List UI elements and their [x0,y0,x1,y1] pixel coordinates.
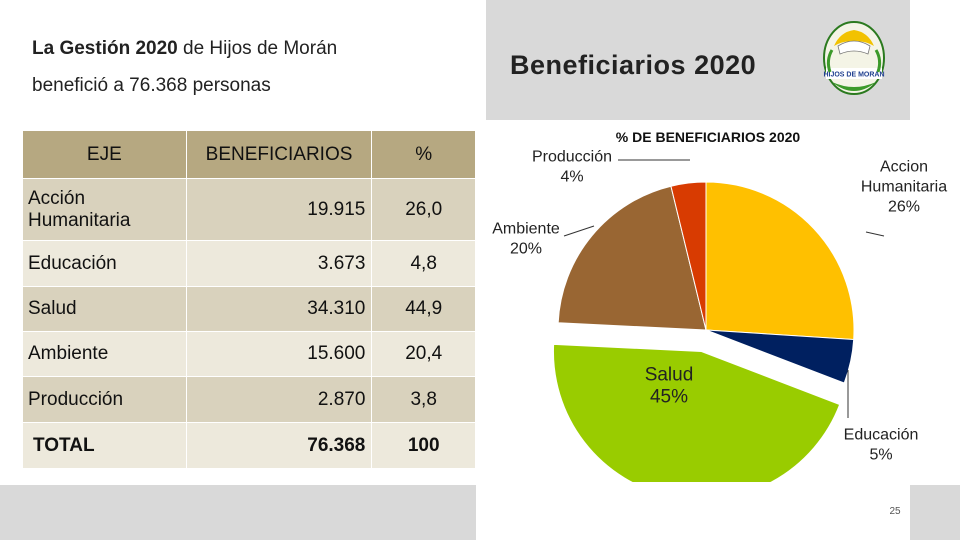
beneficiarios-table: EJE BENEFICIARIOS % Acción Humanitaria 1… [22,130,476,469]
cell-pct: 26,0 [371,178,476,241]
intro-text: La Gestión 2020 de Hijos de Morán benefi… [32,30,452,104]
table-row: Educación 3.673 4,8 [22,240,476,287]
intro-line-2: benefició a 76.368 personas [32,75,271,96]
intro-rest: de Hijos de Morán [183,38,338,59]
slice-name-label: Salud [645,365,694,386]
table-total-row: TOTAL 76.368 100 [22,422,476,469]
leader-line [563,225,595,237]
cell-pct: 44,9 [371,286,476,332]
pie-slice-accion-humanitaria [705,181,855,341]
header-beneficiarios: BENEFICIARIOS [185,130,373,179]
cell-pct: 20,4 [371,331,476,377]
cell-eje: Acción Humanitaria [22,178,187,241]
header-eje: EJE [22,130,187,179]
cell-beneficiarios: 3.673 [185,240,373,287]
leader-line [865,231,885,237]
slice-name-label: Humanitaria [861,179,947,196]
table-row: Salud 34.310 44,9 [22,286,476,332]
header-banner: Beneficiarios 2020 HIJOS DE MORAN [486,0,910,120]
cell-eje: Producción [22,376,187,423]
table-row: Ambiente 15.600 20,4 [22,331,476,377]
pie-slice-producci-n [670,181,707,331]
cell-beneficiarios: 2.870 [185,376,373,423]
pie-slice-salud [552,343,841,482]
table-header-row: EJE BENEFICIARIOS % [22,130,476,179]
table-row: Producción 2.870 3,8 [22,376,476,423]
chart-title: % DE BENEFICIARIOS 2020 [616,129,801,145]
hijos-de-moran-logo: HIJOS DE MORAN [823,21,885,95]
slice-pct-label: 20% [510,241,542,258]
page-number: 25 [889,506,901,517]
cell-beneficiarios: 34.310 [185,286,373,332]
cell-beneficiarios: 19.915 [185,178,373,241]
slice-pct-label: 5% [869,447,892,464]
slice-name-label: Producción [532,149,612,166]
slice-pct-label: 4% [560,169,583,186]
intro-line-1: La Gestión 2020 de Hijos de Morán [32,30,452,67]
header-title: Beneficiarios 2020 [510,50,757,80]
intro-bold: La Gestión 2020 [32,38,178,59]
cell-eje: Educación [22,240,187,287]
slice-name-label: Accion [880,159,928,176]
cell-pct: 3,8 [371,376,476,423]
table-row: Acción Humanitaria 19.915 26,0 [22,178,476,241]
cell-total-eje: TOTAL [22,422,187,469]
pie-slice-educaci-n [705,329,855,384]
slice-name-label: Ambiente [492,221,560,238]
cell-pct: 4,8 [371,240,476,287]
slice-pct-label: 26% [888,199,920,216]
slice-name-label: Educación [844,427,919,444]
pie-chart: % DE BENEFICIARIOS 2020 Accion Humanitaria… [492,129,947,482]
logo-text: HIJOS DE MORAN [823,72,884,79]
header-pct: % [371,130,476,179]
cell-eje: Ambiente [22,331,187,377]
cell-beneficiarios: 15.600 [185,331,373,377]
cell-total-beneficiarios: 76.368 [185,422,373,469]
slice-pct-label: 45% [650,387,688,408]
cell-total-pct: 100 [371,422,476,469]
pie-slice-ambiente [557,185,707,331]
cell-eje: Salud [22,286,187,332]
chart-card-bottom [476,482,910,540]
